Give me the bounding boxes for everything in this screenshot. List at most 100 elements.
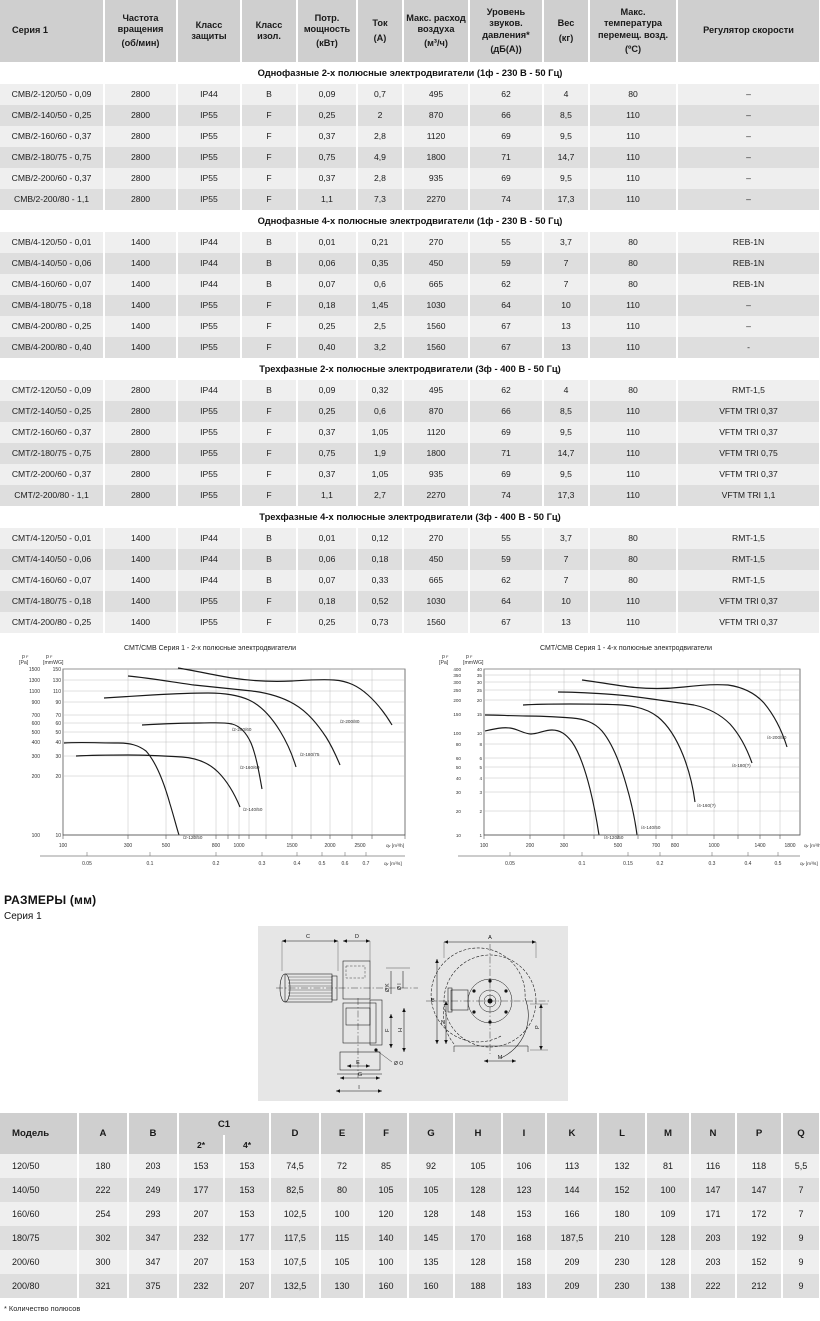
spec-cell: – xyxy=(677,316,820,337)
table-row: CMB/4-120/50 - 0,01 1400 IP44 B 0,01 0,21 270 5… xyxy=(0,232,820,253)
dims-cell: 158 xyxy=(502,1250,548,1274)
svg-text:300: 300 xyxy=(32,754,41,760)
spec-cell: VFTM TRI 0,75 xyxy=(677,443,820,464)
spec-cell: 71 xyxy=(469,443,544,464)
spec-cell: 1400 xyxy=(104,274,178,295)
spec-model-cell: CMB/4-200/80 - 0,25 xyxy=(0,316,105,337)
dims-cell: 153 xyxy=(502,1202,548,1226)
dim-label-F: F xyxy=(385,1028,391,1032)
svg-text:90: 90 xyxy=(55,700,61,706)
svg-text:0.3: 0.3 xyxy=(709,861,716,867)
curve-label-4-200-80: /4-200/80 xyxy=(767,735,787,740)
svg-text:8: 8 xyxy=(479,742,482,747)
dims-cell: 109 xyxy=(646,1202,692,1226)
dims-cell: 210 xyxy=(598,1226,648,1250)
dims-cell: 140 xyxy=(364,1226,410,1250)
dims-cell: 192 xyxy=(736,1226,784,1250)
dims-cell: 177 xyxy=(224,1226,272,1250)
table-row: CMB/2-160/60 - 0,37 2800 IP55 F 0,37 2,8 1120 6… xyxy=(0,126,820,147)
table-row: 200/60 300 347 207 153 107,5 105 100 135 128 158 20… xyxy=(0,1250,820,1274)
spec-cell: 0,09 xyxy=(297,380,358,401)
svg-text:F: F xyxy=(26,654,29,659)
spec-cell: IP55 xyxy=(177,443,242,464)
spec-cell: 80 xyxy=(589,253,678,274)
spec-cell: IP55 xyxy=(177,422,242,443)
dims-header-n: N xyxy=(690,1113,738,1154)
svg-text:6: 6 xyxy=(479,756,482,761)
dimension-drawing: C D Ø K Ø I F H xyxy=(0,926,820,1101)
spec-cell: 2800 xyxy=(104,485,178,506)
spec-cell: 80 xyxy=(589,380,678,401)
spec-header-7: Уровень звуков. давления* (дБ(А)) xyxy=(469,0,544,62)
spec-cell: 110 xyxy=(589,401,678,422)
svg-text:2000: 2000 xyxy=(324,843,335,849)
spec-cell: 0,25 xyxy=(297,401,358,422)
spec-cell: 2,7 xyxy=(357,485,404,506)
svg-text:300: 300 xyxy=(560,843,569,849)
spec-cell: 14,7 xyxy=(543,443,590,464)
spec-section-header: Трехфазные 2-х полюсные электродвигатели… xyxy=(0,358,820,380)
spec-cell: 67 xyxy=(469,612,544,633)
svg-text:500: 500 xyxy=(162,843,171,849)
spec-cell: IP55 xyxy=(177,591,242,612)
dims-cell: 232 xyxy=(178,1274,225,1298)
fan-dimension-drawing-svg: C D Ø K Ø I F H xyxy=(276,934,550,1093)
spec-cell: 69 xyxy=(469,464,544,485)
svg-text:30: 30 xyxy=(477,680,483,685)
spec-model-cell: CMT/4-160/60 - 0,07 xyxy=(0,570,105,591)
spec-cell: VFTM TRI 0,37 xyxy=(677,591,820,612)
dims-cell: 160 xyxy=(364,1274,410,1298)
dims-cell: 113 xyxy=(546,1154,600,1178)
dims-cell: 230 xyxy=(598,1250,648,1274)
dims-cell: 232 xyxy=(178,1226,225,1250)
dims-cell: 375 xyxy=(128,1274,179,1298)
dims-cell: 172 xyxy=(736,1202,784,1226)
spec-cell: F xyxy=(241,168,298,189)
spec-cell: IP55 xyxy=(177,147,242,168)
table-row: CMT/2-120/50 - 0,09 2800 IP44 B 0,09 0,32 495 6… xyxy=(0,380,820,401)
spec-cell: 450 xyxy=(403,549,470,570)
spec-cell: 1400 xyxy=(104,316,178,337)
spec-cell: 2800 xyxy=(104,443,178,464)
spec-cell: IP44 xyxy=(177,232,242,253)
svg-text:1400: 1400 xyxy=(754,843,765,849)
spec-model-cell: CMB/4-200/80 - 0,40 xyxy=(0,337,105,358)
svg-text:60: 60 xyxy=(456,756,462,761)
svg-text:300: 300 xyxy=(124,843,133,849)
spec-cell: 2,8 xyxy=(357,126,404,147)
spec-cell: 1400 xyxy=(104,570,178,591)
curve-label-2-160-60: /2-160/60 xyxy=(240,765,260,770)
spec-cell: IP44 xyxy=(177,549,242,570)
svg-text:5: 5 xyxy=(479,765,482,770)
spec-cell: IP44 xyxy=(177,570,242,591)
dims-cell: 230 xyxy=(598,1274,648,1298)
dims-cell: 203 xyxy=(690,1250,738,1274)
svg-text:0.05: 0.05 xyxy=(505,861,515,867)
spec-cell: F xyxy=(241,189,298,210)
svg-text:1800: 1800 xyxy=(784,843,795,849)
spec-cell: REB-1N xyxy=(677,253,820,274)
spec-cell: 80 xyxy=(589,549,678,570)
svg-text:40: 40 xyxy=(55,740,61,746)
spec-cell: 935 xyxy=(403,464,470,485)
spec-cell: 1120 xyxy=(403,422,470,443)
spec-cell: 3,7 xyxy=(543,232,590,253)
dims-cell: 128 xyxy=(454,1250,504,1274)
svg-text:20: 20 xyxy=(456,809,462,814)
spec-cell: 0,75 xyxy=(297,147,358,168)
dims-cell: 147 xyxy=(736,1178,784,1202)
spec-cell: 1400 xyxy=(104,591,178,612)
dimensions-heading: РАЗМЕРЫ (мм) xyxy=(4,893,97,907)
svg-text:F: F xyxy=(50,654,53,659)
dims-header-d: D xyxy=(270,1113,322,1154)
spec-cell: 74 xyxy=(469,485,544,506)
dims-model-cell: 160/60 xyxy=(0,1202,79,1226)
spec-cell: 10 xyxy=(543,295,590,316)
svg-text:10: 10 xyxy=(456,833,462,838)
spec-cell: RMT-1,5 xyxy=(677,380,820,401)
table-row: CMT/2-200/80 - 1,1 2800 IP55 F 1,1 2,7 2270 74 1… xyxy=(0,485,820,506)
dims-cell: 153 xyxy=(178,1154,225,1178)
svg-text:3: 3 xyxy=(479,790,482,795)
spec-cell: F xyxy=(241,401,298,422)
